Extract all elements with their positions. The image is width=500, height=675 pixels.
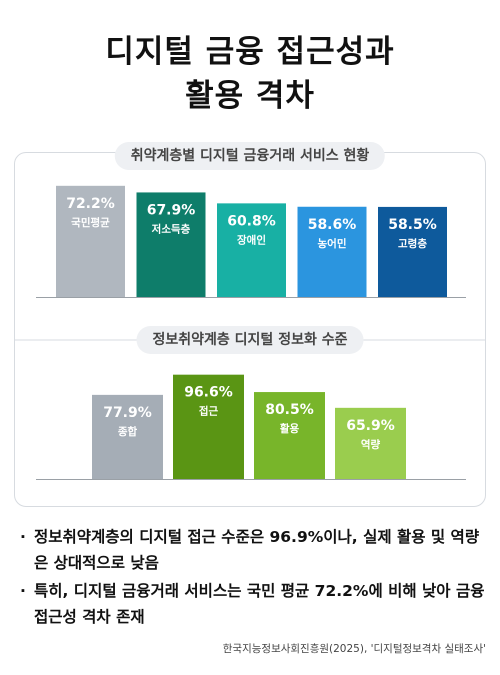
bar-고령층 [378,206,447,297]
bar-value-label: 96.6% [184,385,233,401]
bar-category-label: 저소득층 [152,222,191,235]
bar-value-label: 60.8% [227,213,276,229]
bar-장애인 [217,203,286,297]
bar-category-label: 종합 [118,425,138,438]
title-line-1: 디지털 금융 접근성과 [105,34,395,70]
bar-역량 [335,407,406,479]
bar-value-label: 72.2% [66,196,115,212]
bullet-item: · 특히, 디지털 금융거래 서비스는 국민 평균 72.2%에 비해 낮아 금… [20,578,486,630]
bar-value-label: 80.5% [265,402,314,418]
bar-접근 [173,374,244,479]
bullet-marker: · [20,582,26,600]
bar-value-label: 67.9% [147,202,196,218]
bar-농어민 [297,206,367,297]
bar-category-label: 접근 [199,406,219,418]
bar-value-label: 65.9% [346,418,395,434]
bar-category-label: 국민평균 [71,216,110,229]
chart2-title: 정보취약계층 디지털 정보화 수준 [136,326,364,354]
bar-category-label: 농어민 [318,237,347,250]
bar-value-label: 58.5% [388,217,437,233]
bullet-text: 특히, 디지털 금융거래 서비스는 국민 평균 72.2%에 비해 낮아 금융 … [34,582,485,626]
bar-활용 [254,392,325,479]
bar-value-label: 77.9% [103,405,152,421]
bullet-item: · 정보취약계층의 디지털 접근 수준은 96.9%이나, 실제 활용 및 역량… [20,524,486,576]
bar-value-label: 58.6% [308,217,357,233]
page-title: 디지털 금융 접근성과 활용 격차 [0,30,500,118]
bar-category-label: 장애인 [237,233,266,246]
chart1-title: 취약계층별 디지털 금융거래 서비스 현황 [114,142,386,170]
bar-category-label: 역량 [361,438,381,451]
bar-저소득층 [136,192,206,297]
bullet-marker: · [20,528,26,546]
bar-category-label: 고령층 [398,237,427,250]
source-note: 한국지능정보사회진흥원(2025), '디지털정보격차 실태조사' [222,643,486,655]
title-line-2: 활용 격차 [185,78,315,114]
bar-국민평균 [56,185,125,297]
bar-category-label: 활용 [280,422,300,435]
bullet-text: 정보취약계층의 디지털 접근 수준은 96.9%이나, 실제 활용 및 역량은 … [34,528,480,572]
bar-종합 [92,394,163,479]
summary-bullets: · 정보취약계층의 디지털 접근 수준은 96.9%이나, 실제 활용 및 역량… [20,524,486,632]
